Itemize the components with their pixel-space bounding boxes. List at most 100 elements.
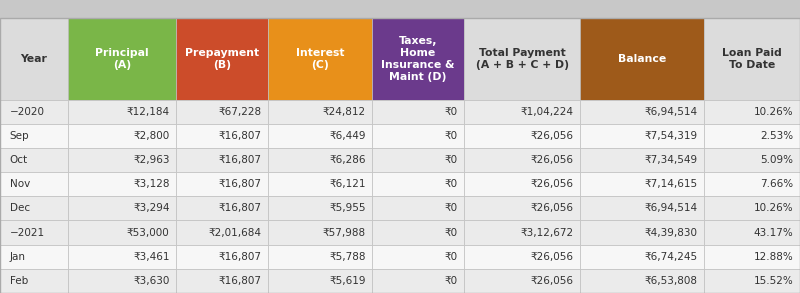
FancyBboxPatch shape	[268, 18, 372, 100]
Text: 12.88%: 12.88%	[754, 252, 794, 262]
FancyBboxPatch shape	[464, 220, 580, 245]
Text: 2.53%: 2.53%	[761, 131, 794, 141]
Text: Oct: Oct	[10, 155, 28, 165]
FancyBboxPatch shape	[704, 100, 800, 124]
FancyBboxPatch shape	[0, 124, 68, 148]
FancyBboxPatch shape	[268, 100, 372, 124]
Text: Dec: Dec	[10, 203, 30, 213]
Text: −2020: −2020	[10, 107, 45, 117]
FancyBboxPatch shape	[580, 196, 704, 221]
Text: ₹3,461: ₹3,461	[133, 252, 170, 262]
FancyBboxPatch shape	[464, 269, 580, 293]
FancyBboxPatch shape	[580, 220, 704, 245]
Text: ₹7,14,615: ₹7,14,615	[645, 179, 698, 189]
FancyBboxPatch shape	[176, 196, 268, 221]
Text: ₹26,056: ₹26,056	[530, 203, 574, 213]
FancyBboxPatch shape	[464, 100, 580, 124]
Text: 7.66%: 7.66%	[761, 179, 794, 189]
FancyBboxPatch shape	[580, 18, 704, 100]
Text: ₹6,121: ₹6,121	[329, 179, 366, 189]
Text: 15.52%: 15.52%	[754, 276, 794, 286]
FancyBboxPatch shape	[268, 148, 372, 172]
Text: ₹3,128: ₹3,128	[133, 179, 170, 189]
Text: ₹26,056: ₹26,056	[530, 179, 574, 189]
FancyBboxPatch shape	[68, 18, 176, 100]
FancyBboxPatch shape	[580, 269, 704, 293]
FancyBboxPatch shape	[704, 124, 800, 148]
FancyBboxPatch shape	[176, 172, 268, 196]
FancyBboxPatch shape	[372, 148, 464, 172]
FancyBboxPatch shape	[268, 269, 372, 293]
Text: Sep: Sep	[10, 131, 30, 141]
Text: Jan: Jan	[10, 252, 26, 262]
Text: ₹16,807: ₹16,807	[218, 276, 262, 286]
Text: ₹2,963: ₹2,963	[133, 155, 170, 165]
FancyBboxPatch shape	[268, 124, 372, 148]
Text: ₹7,34,549: ₹7,34,549	[645, 155, 698, 165]
Text: ₹26,056: ₹26,056	[530, 252, 574, 262]
Text: 10.26%: 10.26%	[754, 203, 794, 213]
FancyBboxPatch shape	[0, 18, 68, 100]
Text: ₹24,812: ₹24,812	[322, 107, 366, 117]
Text: Loan Paid
To Date: Loan Paid To Date	[722, 47, 782, 70]
Text: ₹12,184: ₹12,184	[126, 107, 170, 117]
FancyBboxPatch shape	[372, 18, 464, 100]
Text: 10.26%: 10.26%	[754, 107, 794, 117]
Text: ₹16,807: ₹16,807	[218, 203, 262, 213]
FancyBboxPatch shape	[68, 172, 176, 196]
Text: ₹26,056: ₹26,056	[530, 131, 574, 141]
Text: ₹6,94,514: ₹6,94,514	[645, 203, 698, 213]
FancyBboxPatch shape	[704, 18, 800, 100]
FancyBboxPatch shape	[176, 220, 268, 245]
Text: ₹67,228: ₹67,228	[218, 107, 262, 117]
Text: ₹4,39,830: ₹4,39,830	[645, 228, 698, 238]
FancyBboxPatch shape	[372, 172, 464, 196]
FancyBboxPatch shape	[268, 196, 372, 221]
Text: ₹0: ₹0	[445, 228, 458, 238]
FancyBboxPatch shape	[464, 172, 580, 196]
Text: ₹0: ₹0	[445, 155, 458, 165]
FancyBboxPatch shape	[68, 100, 176, 124]
FancyBboxPatch shape	[704, 220, 800, 245]
FancyBboxPatch shape	[268, 220, 372, 245]
Text: ₹3,630: ₹3,630	[134, 276, 170, 286]
Text: Feb: Feb	[10, 276, 28, 286]
Text: ₹5,619: ₹5,619	[329, 276, 366, 286]
FancyBboxPatch shape	[176, 269, 268, 293]
FancyBboxPatch shape	[268, 172, 372, 196]
FancyBboxPatch shape	[464, 124, 580, 148]
FancyBboxPatch shape	[68, 124, 176, 148]
Text: ₹0: ₹0	[445, 107, 458, 117]
Text: ₹6,74,245: ₹6,74,245	[645, 252, 698, 262]
FancyBboxPatch shape	[704, 269, 800, 293]
FancyBboxPatch shape	[580, 100, 704, 124]
FancyBboxPatch shape	[0, 0, 800, 18]
Text: ₹0: ₹0	[445, 203, 458, 213]
Text: ₹16,807: ₹16,807	[218, 252, 262, 262]
FancyBboxPatch shape	[704, 148, 800, 172]
FancyBboxPatch shape	[176, 245, 268, 269]
Text: Interest
(C): Interest (C)	[296, 47, 344, 70]
Text: ₹5,955: ₹5,955	[329, 203, 366, 213]
Text: ₹6,94,514: ₹6,94,514	[645, 107, 698, 117]
Text: ₹5,788: ₹5,788	[329, 252, 366, 262]
FancyBboxPatch shape	[580, 172, 704, 196]
Text: ₹57,988: ₹57,988	[322, 228, 366, 238]
Text: Prepayment
(B): Prepayment (B)	[185, 47, 259, 70]
FancyBboxPatch shape	[176, 124, 268, 148]
FancyBboxPatch shape	[372, 124, 464, 148]
FancyBboxPatch shape	[0, 245, 68, 269]
Text: ₹16,807: ₹16,807	[218, 179, 262, 189]
FancyBboxPatch shape	[68, 220, 176, 245]
FancyBboxPatch shape	[0, 220, 68, 245]
FancyBboxPatch shape	[580, 124, 704, 148]
Text: ₹26,056: ₹26,056	[530, 276, 574, 286]
Text: ₹0: ₹0	[445, 131, 458, 141]
Text: ₹26,056: ₹26,056	[530, 155, 574, 165]
Text: ₹7,54,319: ₹7,54,319	[645, 131, 698, 141]
FancyBboxPatch shape	[704, 196, 800, 221]
Text: ₹0: ₹0	[445, 179, 458, 189]
FancyBboxPatch shape	[464, 148, 580, 172]
FancyBboxPatch shape	[372, 196, 464, 221]
FancyBboxPatch shape	[580, 245, 704, 269]
